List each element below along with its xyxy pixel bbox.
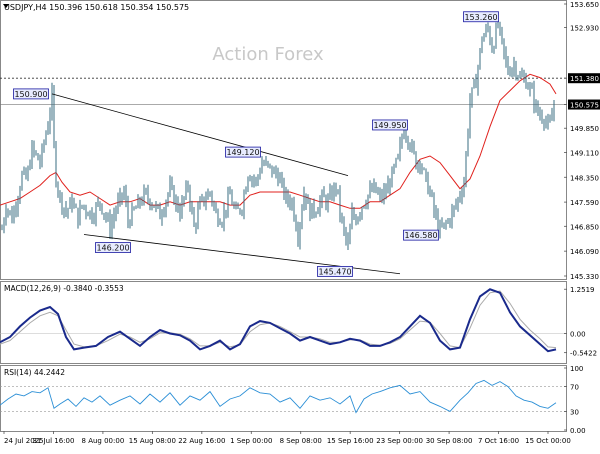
price-panel-frame: [0, 0, 567, 280]
price-axis-marker: [568, 73, 600, 84]
price-label: 146.580: [404, 231, 437, 240]
watermark: Action Forex: [212, 44, 324, 65]
macd-tick-label: 1.2519: [570, 286, 595, 294]
macd-title: MACD(12,26,9) -0.3840 -0.3553: [4, 284, 124, 293]
price-label: 149.950: [373, 121, 406, 130]
price-tick-label: 151.380: [570, 75, 599, 83]
time-tick-label: 23 Sep 00:00: [376, 437, 423, 445]
price-tick-label: 147.590: [570, 199, 599, 207]
rsi-tick-label: 70: [570, 384, 579, 392]
rsi-line: [0, 379, 557, 414]
price-label: 153.260: [464, 13, 497, 22]
time-tick-label: 1 Sep 00:00: [230, 437, 272, 445]
price-label-box: [225, 146, 261, 158]
time-tick-label: 30 Sep 08:00: [426, 437, 473, 445]
price-tick-label: 149.110: [570, 149, 599, 157]
rsi-y-axis: 100 70 30 0.00: [564, 365, 586, 435]
macd-tick-label: 0.00: [570, 330, 586, 338]
rsi-tick-label: 30: [570, 408, 579, 416]
macd-signal-line: [0, 290, 557, 349]
time-tick-label: 22 Aug 16:00: [178, 437, 225, 445]
price-axis-marker: [568, 99, 600, 110]
price-tick-label: 149.850: [570, 125, 599, 133]
time-tick-label: 15 Sep 16:00: [327, 437, 374, 445]
price-label-box: [403, 229, 439, 241]
price-label-box: [95, 242, 131, 253]
price-label: 146.200: [96, 244, 129, 253]
time-tick-label: 8 Sep 08:00: [280, 437, 322, 445]
macd-main-line: [0, 288, 557, 353]
chart-header: USDJPY,H4 150.396 150.618 150.354 150.57…: [4, 3, 189, 12]
price-levels: [0, 77, 567, 105]
time-tick-label: 15 Aug 08:00: [129, 437, 176, 445]
trendline-1: [51, 93, 349, 177]
price-tick-label: 148.350: [570, 174, 599, 182]
price-label: 145.470: [318, 267, 351, 276]
macd-lines: [0, 288, 567, 353]
time-tick-label: 31 Jul 16:00: [32, 437, 74, 445]
time-tick-label: 15 Oct 00:00: [525, 437, 571, 445]
macd-tick-label: -0.5422: [570, 350, 597, 358]
price-tick-label: 146.090: [570, 248, 599, 256]
price-y-axis: 153.650 152.930 151.380 150.575 149.850 149.1…: [564, 1, 600, 281]
price-label: 149.120: [226, 148, 259, 157]
rsi-tick-label: 100: [570, 365, 583, 373]
price-label-box: [13, 88, 49, 100]
rsi-lines: [0, 379, 567, 414]
price-tick-label: 146.850: [570, 223, 599, 231]
price-annotations: 153.260 150.900 149.950 149.120 146.580 146.2…: [13, 11, 499, 277]
price-tick-label: 153.650: [570, 1, 599, 9]
price-label-box: [372, 119, 408, 131]
macd-y-axis: 1.2519 0.00 -0.5422: [564, 286, 597, 358]
time-tick-label: 8 Aug 00:00: [82, 437, 125, 445]
price-tick-label: 152.930: [570, 25, 599, 33]
time-tick-label: 24 Jul 2025: [4, 437, 44, 445]
moving-average: [0, 73, 557, 209]
price-tick-label: 145.330: [570, 273, 599, 281]
moving-average-line: [0, 73, 557, 209]
price-label-box: [463, 11, 499, 23]
macd-panel-frame: [0, 281, 567, 364]
time-tick-label: 7 Oct 16:00: [478, 437, 519, 445]
price-tick-label: 150.575: [570, 102, 599, 110]
price-label-box: [317, 266, 353, 277]
price-label: 150.900: [14, 90, 47, 99]
rsi-tick-label: 0.00: [570, 427, 586, 435]
rsi-title: RSI(14) 44.2442: [4, 368, 65, 377]
rsi-panel-frame: [0, 365, 567, 432]
chevron-down-icon[interactable]: [3, 4, 9, 8]
